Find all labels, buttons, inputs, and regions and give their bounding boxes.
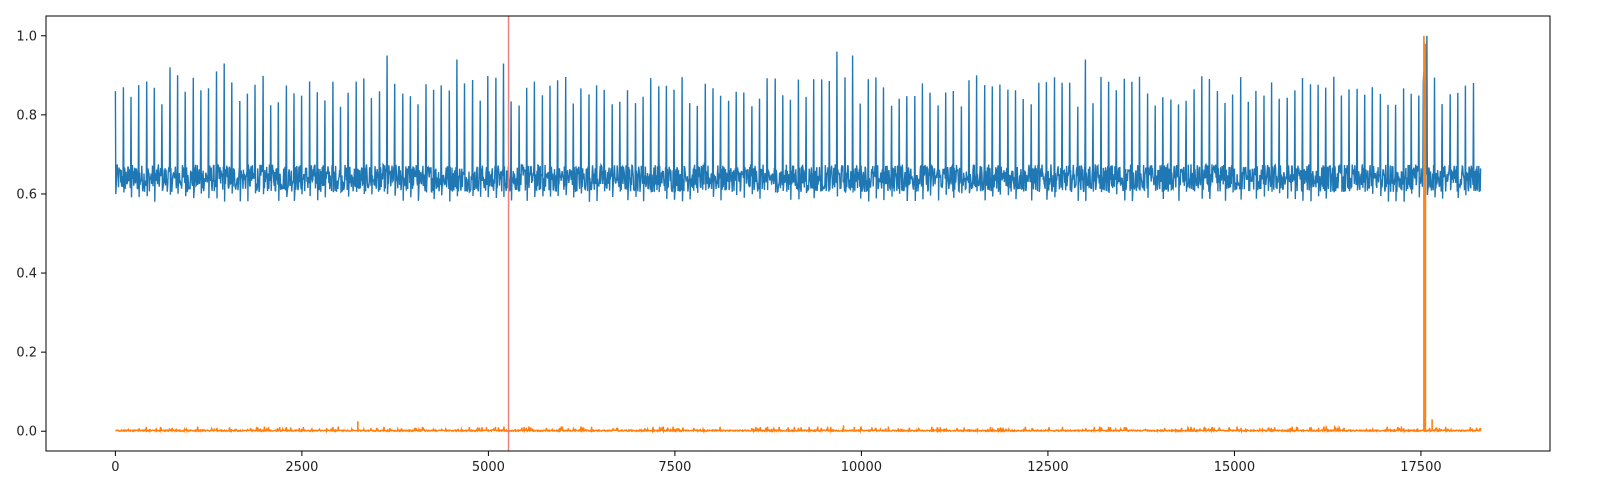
series-line-2 — [115, 424, 1482, 434]
y-tick-label: 0.4 — [16, 267, 37, 282]
chart-marks — [114, 16, 1482, 451]
x-tick-label: 0 — [111, 460, 119, 475]
x-axis: 0 2500 5000 7500 10000 12500 15000 17500 — [111, 451, 1442, 475]
x-tick-label: 10000 — [841, 460, 882, 475]
x-tick-label: 5000 — [472, 460, 505, 475]
y-tick-label: 0.2 — [16, 346, 37, 361]
y-tick-label: 0.0 — [16, 425, 37, 440]
y-tick-label: 0.6 — [16, 187, 37, 202]
y-tick-label: 1.0 — [16, 29, 37, 44]
x-tick-label: 17500 — [1400, 460, 1441, 475]
series-line-1 — [114, 35, 1482, 202]
x-tick-label: 2500 — [285, 460, 318, 475]
x-tick-label: 15000 — [1214, 460, 1255, 475]
y-tick-label: 0.8 — [16, 108, 37, 123]
y-axis: 0.0 0.2 0.4 0.6 0.8 1.0 — [16, 29, 46, 440]
x-tick-label: 7500 — [658, 460, 691, 475]
x-tick-label: 12500 — [1027, 460, 1068, 475]
plot-frame — [45, 15, 1551, 452]
